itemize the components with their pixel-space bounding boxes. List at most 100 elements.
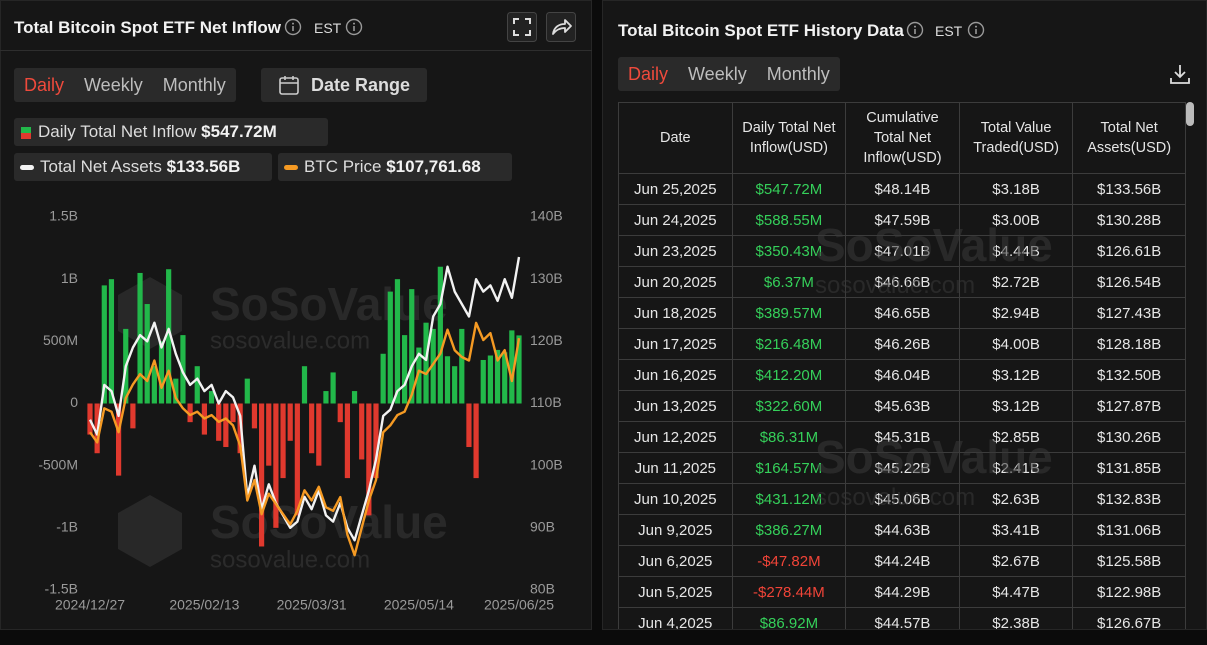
table-cell: $431.12M: [731, 484, 846, 514]
watermark: SoSoValue sosovalue.com SoSoValue sosova…: [118, 277, 448, 573]
table-cell: $130.28B: [1072, 205, 1186, 235]
table-cell: Jun 11,2025: [618, 453, 732, 483]
table-cell: Jun 5,2025: [618, 577, 732, 607]
table-cell: $2.67B: [958, 546, 1073, 576]
bar: [287, 403, 293, 441]
bar: [366, 403, 372, 516]
bar: [87, 403, 93, 435]
tab[interactable]: Monthly: [162, 75, 226, 95]
legend-item[interactable]: Daily Total Net Inflow $547.72M: [14, 118, 328, 146]
y2-tick-label: 140B: [530, 208, 563, 224]
watermark-brand: SoSoValue: [210, 278, 448, 330]
table-cell: $132.83B: [1072, 484, 1186, 514]
bar: [208, 391, 215, 404]
scrollbar[interactable]: [1186, 102, 1194, 126]
bar: [223, 403, 229, 448]
table-cell: $2.85B: [958, 422, 1073, 452]
info-icon[interactable]: [345, 18, 363, 36]
legend-swatch: [284, 164, 298, 170]
fullscreen-button[interactable]: [507, 12, 537, 42]
table-cell: $588.55M: [731, 205, 846, 235]
info-icon[interactable]: [967, 21, 985, 39]
tab[interactable]: Weekly: [688, 64, 747, 84]
table-row: Jun 9,2025 $386.27M $44.63B $3.41B $131.06B: [618, 515, 1186, 546]
table-cell: $86.92M: [731, 608, 846, 629]
date-range-button[interactable]: Date Range: [261, 68, 427, 102]
table-cell: $6.37M: [731, 267, 846, 297]
table-cell: Jun 18,2025: [618, 298, 732, 328]
table-cell: Jun 20,2025: [618, 267, 732, 297]
x-tick-label: 2024/12/27: [55, 597, 125, 613]
table-row: Jun 5,2025 -$278.44M $44.29B $4.47B $122.98B: [618, 577, 1186, 608]
table-row: Jun 16,2025 $412.20M $46.04B $3.12B $132.50B: [618, 360, 1186, 391]
column-header: Cumulative Total Net Inflow(USD): [845, 103, 959, 173]
table-cell: $164.57M: [731, 453, 846, 483]
share-button[interactable]: [546, 12, 576, 42]
table-cell: $2.41B: [958, 453, 1073, 483]
download-button[interactable]: [1168, 62, 1192, 86]
table-row: Jun 13,2025 $322.60M $45.63B $3.12B $127.87B: [618, 391, 1186, 422]
y2-tick-label: 80B: [530, 581, 555, 597]
bar: [144, 304, 150, 404]
bar: [101, 285, 107, 404]
bar: [173, 378, 179, 404]
table-cell: $126.67B: [1072, 608, 1186, 629]
bar: [430, 328, 436, 404]
legend-swatch: [21, 126, 31, 139]
history-table: Date Daily Total Net Inflow(USD) Cumulativ…: [618, 102, 1186, 629]
column-header: Date: [618, 103, 732, 173]
bar: [373, 403, 379, 479]
tab[interactable]: Weekly: [84, 75, 143, 95]
bar: [416, 347, 422, 404]
table-cell: $2.38B: [958, 608, 1073, 629]
tab[interactable]: Monthly: [766, 64, 830, 84]
bar: [294, 403, 300, 516]
legend-label: Daily Total Net Inflow: [38, 122, 197, 141]
table-cell: Jun 24,2025: [618, 205, 732, 235]
bar: [316, 403, 322, 466]
bar: [244, 378, 250, 404]
bar: [423, 322, 429, 404]
y-tick-label: -1.5B: [45, 581, 78, 597]
x-tick-label: 2025/05/14: [384, 597, 454, 613]
y2-tick-label: 130B: [530, 270, 563, 286]
bar: [230, 403, 236, 423]
table-cell: $125.58B: [1072, 546, 1186, 576]
table-row: Jun 20,2025 $6.37M $46.66B $2.72B $126.54B: [618, 267, 1186, 298]
table-cell: $126.61B: [1072, 236, 1186, 266]
bar: [266, 403, 272, 466]
table-row: Jun 10,2025 $431.12M $45.06B $2.63B $132.83B: [618, 484, 1186, 515]
tab[interactable]: Daily: [628, 64, 669, 84]
watermark-logo: [118, 277, 182, 349]
period-tabs: Daily Weekly Monthly: [618, 57, 840, 91]
bar: [259, 403, 265, 547]
table-cell: $2.94B: [958, 298, 1073, 328]
bar: [137, 272, 143, 404]
table-cell: $389.57M: [731, 298, 846, 328]
tab[interactable]: Daily: [24, 75, 65, 95]
timezone: EST: [314, 20, 342, 36]
table-cell: $412.20M: [731, 360, 846, 390]
info-icon[interactable]: [906, 21, 924, 39]
table-cell: $48.14B: [845, 174, 959, 204]
table-cell: $216.48M: [731, 329, 846, 359]
bar: [394, 279, 401, 404]
panel-title: Total Bitcoin Spot ETF History Data: [618, 21, 904, 40]
line: [89, 321, 521, 557]
bar: [452, 366, 458, 404]
column-header: Daily Total Net Inflow(USD): [731, 103, 846, 173]
bar: [351, 391, 358, 404]
table-cell: Jun 12,2025: [618, 422, 732, 452]
bar: [402, 335, 408, 404]
calendar-icon: [279, 76, 299, 95]
y2-tick-label: 100B: [530, 456, 563, 472]
legend-item[interactable]: Total Net Assets $133.56B: [14, 153, 272, 181]
legend-label: BTC Price: [304, 157, 382, 176]
watermark-logo: [118, 495, 182, 567]
bar: [473, 403, 479, 479]
legend-swatch: [20, 164, 34, 170]
legend-item[interactable]: BTC Price $107,761.68: [278, 153, 512, 181]
watermark-site: sosovalue.com: [210, 327, 370, 354]
info-icon[interactable]: [284, 18, 302, 36]
